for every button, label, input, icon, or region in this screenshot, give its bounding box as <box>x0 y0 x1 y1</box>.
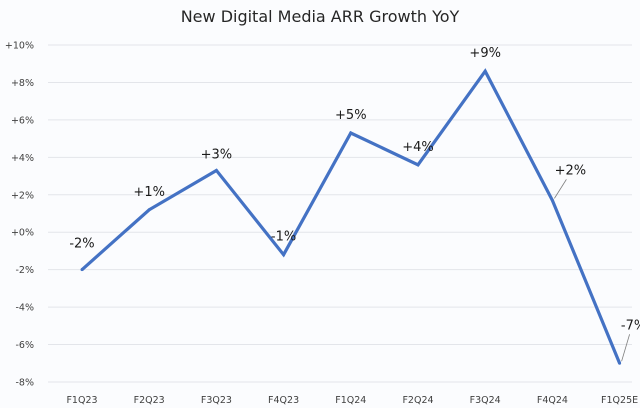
data-point <box>550 198 554 202</box>
data-label: +9% <box>469 46 501 61</box>
gridlines <box>48 44 632 383</box>
data-label: +5% <box>335 108 367 123</box>
data-point <box>483 69 487 73</box>
x-tick-label: F2Q24 <box>402 395 433 406</box>
y-tick-label: -6% <box>16 340 35 351</box>
data-point <box>80 268 84 272</box>
x-tick-label: F1Q23 <box>66 395 97 406</box>
x-tick-label: F2Q23 <box>134 395 165 406</box>
y-tick-label: -8% <box>16 378 35 389</box>
x-tick-label: F3Q24 <box>470 395 501 406</box>
x-tick-label: F4Q24 <box>537 395 568 406</box>
data-label: -1% <box>271 230 296 245</box>
y-tick-label: +2% <box>11 190 34 201</box>
series-layer <box>80 68 622 365</box>
data-label: -7% <box>621 318 640 333</box>
data-point <box>416 163 420 167</box>
y-tick-label: +4% <box>11 153 34 164</box>
x-axis-ticks: F1Q23 F2Q23 F3Q23 F4Q23 F1Q24 F2Q24 F3Q24 F4Q24… <box>66 395 638 406</box>
data-label: +4% <box>402 140 434 155</box>
data-point <box>214 168 218 172</box>
y-tick-label: +0% <box>11 228 34 239</box>
data-point <box>349 131 353 135</box>
data-point <box>147 208 151 212</box>
data-point <box>282 253 286 257</box>
x-tick-label: F1Q25E <box>601 395 638 406</box>
x-tick-label: F3Q23 <box>201 395 232 406</box>
label-leader-line <box>621 334 630 362</box>
chart-title: New Digital Media ARR Growth YoY <box>181 7 460 26</box>
y-tick-label: +6% <box>11 115 34 126</box>
data-label: +3% <box>201 147 233 162</box>
y-tick-label: -2% <box>16 265 35 276</box>
label-leader-line <box>554 179 567 199</box>
data-label: +1% <box>133 185 165 200</box>
y-tick-label: +10% <box>5 41 34 52</box>
x-tick-label: F1Q24 <box>335 395 366 406</box>
y-tick-label: +8% <box>11 78 34 89</box>
data-label: +2% <box>555 163 587 178</box>
data-label: -2% <box>69 237 94 252</box>
x-tick-label: F4Q23 <box>268 395 299 406</box>
y-axis-ticks: +10% +8% +6% +4% +2% +0% -2% -4% -6% -8% <box>5 41 34 389</box>
y-tick-label: -4% <box>16 303 35 314</box>
data-labels: -2% +1% +3% -1% +5% +4% +9% +2% -7% <box>69 46 640 362</box>
data-point <box>618 361 622 365</box>
